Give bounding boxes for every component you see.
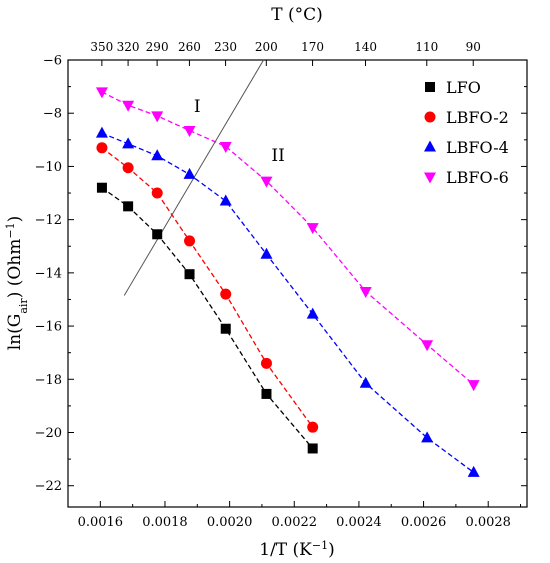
x-tick-label: 0.0016 [78,515,124,530]
top-tick-label: 260 [178,40,201,54]
data-point-lbfo-6 [467,380,480,392]
data-point-lbfo-2 [260,357,272,369]
top-tick-label: 140 [354,40,377,54]
data-point-lbfo-6 [122,100,135,112]
top-tick-label: 90 [466,40,481,54]
data-point-lbfo-6 [359,286,372,298]
data-point-lbfo-4 [306,307,319,319]
data-point-lbfo-2 [151,187,163,199]
data-point-lbfo-2 [220,288,232,300]
plot-area [67,59,528,508]
y-tick-label: −22 [35,479,62,494]
top-tick-label: 110 [415,40,438,54]
legend-marker-lbfo-6 [424,172,436,184]
data-point-lbfo-4 [260,247,273,259]
series-line-lbfo-6 [101,91,475,386]
legend: LFO LBFO-2 LBFO-4 LBFO-6 [424,78,509,187]
data-point-lbfo-4 [95,126,108,138]
data-point-lbfo-4 [219,194,232,206]
x-tick-label: 0.0026 [401,515,447,530]
chart-axes: 0.0016 0.0018 0.0020 0.0022 0.0024 0.0026 0.00… [35,40,527,530]
data-point-lbfo-4 [183,167,196,179]
y-tick-label: −12 [35,213,62,228]
data-point-lbfo-4 [122,137,135,149]
top-tick-label: 320 [117,40,140,54]
data-point-lbfo-2 [184,235,196,247]
y-tick-label: −18 [35,373,62,388]
data-point-lbfo-6 [151,111,164,123]
series-line-lbfo-4 [101,132,475,473]
data-point-lbfo-4 [421,431,434,443]
top-tick-label: 350 [90,40,113,54]
data-point-lfo [220,323,231,334]
x-tick-label: 0.0028 [465,515,511,530]
x-tick-label: 0.0022 [272,515,318,530]
top-tick-label: 230 [214,40,237,54]
top-tick-label: 170 [301,40,324,54]
data-point-lfo [96,182,107,193]
y-tick-label: −14 [35,266,62,281]
legend-label-lfo: LFO [446,78,481,97]
y-tick-label: −8 [43,107,62,122]
region-label: II [271,146,284,166]
legend-label-lbfo-2: LBFO-2 [446,108,509,127]
chart-marks: III [95,59,480,477]
data-point-lbfo-2 [122,162,134,174]
data-point-lfo [184,269,195,280]
x-axis-label: 1/T (K−1) [259,539,334,561]
data-point-lbfo-2 [96,142,108,154]
legend-label-lbfo-6: LBFO-6 [446,168,509,187]
y-tick-label: −20 [35,426,62,441]
region-label: I [194,97,201,117]
data-point-lbfo-4 [359,376,372,388]
x-tick-label: 0.0020 [207,515,253,530]
top-tick-label: 290 [146,40,169,54]
legend-marker-lfo [425,82,435,92]
data-point-lfo [152,229,163,240]
x-tick-label: 0.0024 [336,515,382,530]
y-axis-label: ln(Gair) (Ohm−1) [4,216,30,351]
data-point-lbfo-2 [307,421,319,433]
data-point-lfo [123,201,134,212]
legend-marker-lbfo-2 [424,111,436,123]
data-point-lfo [261,388,272,399]
data-point-lbfo-4 [467,465,480,477]
x-tick-label: 0.0018 [142,515,188,530]
data-point-lbfo-4 [151,149,164,161]
y-tick-label: −16 [35,320,62,335]
data-point-lbfo-6 [260,176,273,188]
legend-marker-lbfo-4 [424,140,436,152]
y-tick-label: −10 [35,160,62,175]
top-axis-label: T (°C) [271,5,323,25]
y-tick-label: −6 [43,54,62,69]
data-point-lbfo-6 [306,223,319,235]
legend-label-lbfo-4: LBFO-4 [446,138,509,157]
data-point-lbfo-6 [183,126,196,138]
top-tick-label: 200 [255,40,278,54]
data-point-lfo [307,443,318,454]
data-point-lbfo-6 [421,340,434,352]
data-point-lbfo-6 [219,141,232,153]
data-point-lbfo-6 [95,87,108,99]
